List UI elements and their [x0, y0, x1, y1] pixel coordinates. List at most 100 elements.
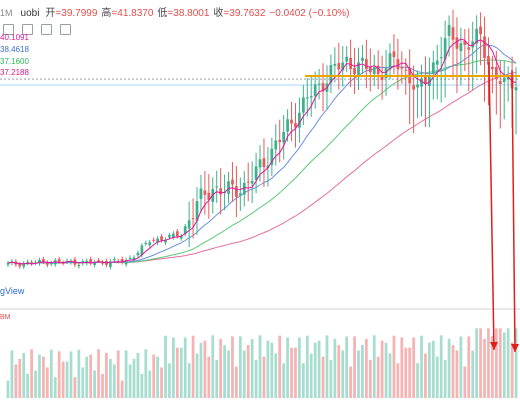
volume-bar	[45, 367, 49, 398]
volume-bar	[274, 353, 278, 398]
candle-body	[219, 188, 223, 195]
candle-body	[57, 259, 61, 262]
candle-body	[148, 242, 152, 246]
volume-bar	[183, 337, 187, 398]
candle-body	[187, 220, 191, 229]
candle-body	[388, 53, 392, 70]
candle-body	[301, 97, 305, 113]
candle-body	[152, 239, 156, 241]
open-label: 开	[45, 8, 56, 19]
volume-bar	[132, 358, 136, 398]
close-label: 收	[213, 8, 224, 19]
settings-icon[interactable]	[22, 24, 33, 35]
volume-bar	[128, 364, 132, 398]
more-icon[interactable]	[60, 24, 71, 35]
volume-bar	[227, 350, 230, 398]
candle-body	[357, 62, 360, 76]
volume-bar	[428, 342, 431, 398]
candle-body	[345, 56, 349, 62]
volume-bar	[313, 342, 317, 398]
candle-body	[274, 140, 278, 150]
candle-body	[479, 26, 482, 35]
candle-body	[270, 148, 274, 165]
high-value: =41.8370	[111, 8, 154, 19]
volume-bar	[290, 347, 293, 398]
volume-bar	[282, 363, 286, 398]
candle-body	[392, 51, 396, 58]
volume-bar	[325, 335, 329, 398]
volume-bar	[93, 370, 96, 398]
timeframe-label: 1M	[0, 8, 13, 18]
candle-body	[132, 257, 136, 261]
volume-bar	[329, 359, 333, 398]
candle-body	[238, 193, 242, 196]
volume-bar	[152, 354, 156, 398]
candle-body	[22, 263, 26, 267]
candle-body	[183, 226, 187, 234]
candle-body	[428, 76, 431, 86]
arrow-2-shaft	[511, 69, 516, 353]
watermark: gView	[0, 286, 25, 296]
candle-body	[101, 262, 104, 264]
ma-value-1: 40.1091	[0, 33, 29, 42]
candle-body	[424, 76, 427, 84]
eye-icon[interactable]	[3, 24, 14, 35]
candle-body	[455, 37, 459, 49]
volume-bar	[305, 335, 309, 398]
volume-bar	[136, 352, 140, 398]
candle-body	[215, 186, 219, 188]
candle-body	[77, 264, 81, 267]
volume-bar	[471, 350, 475, 398]
candle-body	[26, 261, 30, 263]
candle-body	[341, 62, 345, 71]
candle-body	[420, 78, 423, 87]
volume-bar	[164, 335, 167, 398]
volume-bar	[345, 336, 349, 398]
volume-bar	[392, 335, 396, 398]
candle-body	[321, 83, 325, 92]
candle-body	[317, 83, 321, 85]
ma-line-mid	[7, 44, 517, 265]
volume-bar	[278, 335, 282, 398]
volume-label: BM	[0, 314, 11, 321]
volume-bar	[85, 356, 89, 398]
candle-body	[309, 96, 313, 98]
volume-bar	[286, 337, 289, 398]
candle-body	[42, 259, 45, 262]
volume-bar	[187, 363, 191, 398]
volume-bar	[396, 363, 400, 398]
candle-body	[250, 180, 254, 184]
volume-bar	[203, 340, 207, 398]
volume-bar	[451, 345, 455, 398]
volume-bar	[368, 359, 372, 398]
volume-bar	[215, 359, 219, 398]
volume-bar	[506, 328, 510, 398]
candle-body	[235, 186, 238, 197]
candle-body	[333, 63, 337, 66]
candle-body	[97, 260, 100, 262]
volume-bar	[148, 370, 152, 398]
candle-body	[172, 233, 175, 238]
candle-body	[471, 41, 475, 48]
arrow-1-head	[490, 342, 498, 350]
volume-bar	[69, 351, 73, 398]
volume-bar	[364, 338, 368, 398]
candle-body	[227, 181, 230, 194]
candle-body	[191, 218, 195, 220]
volume-bar	[321, 356, 325, 398]
candle-body	[483, 36, 486, 59]
close-icon[interactable]	[41, 24, 52, 35]
candle-body	[329, 65, 333, 83]
candle-body	[124, 260, 128, 265]
candle-body	[463, 40, 467, 45]
volume-bar	[431, 340, 435, 398]
candle-body	[258, 159, 262, 168]
candle-body	[120, 258, 124, 263]
volume-bar	[207, 356, 211, 398]
volume-bar	[156, 356, 160, 398]
volume-bar	[479, 328, 482, 398]
volume-bar	[219, 338, 223, 398]
arrow-2-head	[511, 344, 519, 352]
